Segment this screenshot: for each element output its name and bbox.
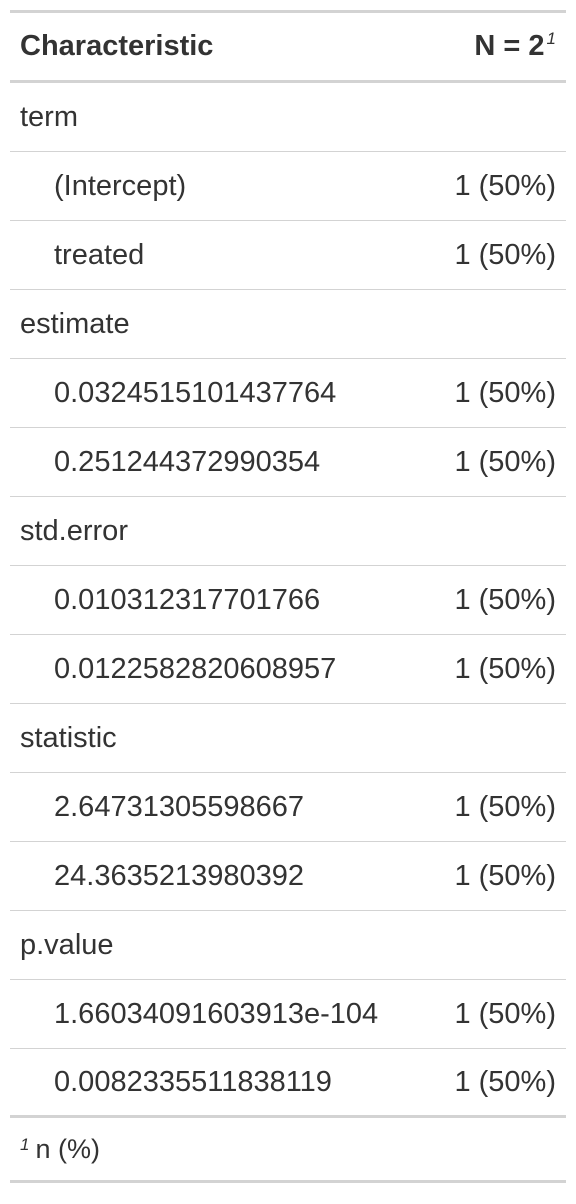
column-header-characteristic: Characteristic bbox=[20, 30, 214, 62]
row-label: 0.010312317701766 bbox=[54, 583, 321, 616]
row-label: statistic bbox=[20, 721, 117, 754]
row-value: 1 (50%) bbox=[454, 1065, 556, 1098]
row-value: 1 (50%) bbox=[454, 859, 556, 892]
row-value: 1 (50%) bbox=[454, 376, 556, 409]
row-label: 0.0122582820608957 bbox=[54, 652, 337, 685]
row-label: term bbox=[20, 100, 78, 133]
row-label: 24.3635213980392 bbox=[54, 859, 304, 892]
table-row: (Intercept) 1 (50%) bbox=[10, 152, 566, 221]
column-header-n-label: N = 2 bbox=[474, 30, 545, 62]
row-value: 1 (50%) bbox=[454, 238, 556, 271]
table-row: statistic bbox=[10, 704, 566, 773]
row-label: 2.64731305598667 bbox=[54, 790, 304, 823]
row-label: 0.0082335511838119 bbox=[54, 1065, 332, 1098]
table-row: 0.010312317701766 1 (50%) bbox=[10, 566, 566, 635]
table-row: estimate bbox=[10, 290, 566, 359]
table-row: 0.0324515101437764 1 (50%) bbox=[10, 359, 566, 428]
table-footnote: 1 n (%) bbox=[20, 1133, 100, 1164]
row-value: 1 (50%) bbox=[454, 445, 556, 478]
row-value: 1 (50%) bbox=[454, 583, 556, 616]
row-label: treated bbox=[54, 238, 145, 271]
row-value: 1 (50%) bbox=[454, 997, 556, 1030]
row-label: 1.66034091603913e-104 bbox=[54, 997, 379, 1030]
row-label: (Intercept) bbox=[54, 169, 187, 202]
table-row: treated 1 (50%) bbox=[10, 221, 566, 290]
table-row: 24.3635213980392 1 (50%) bbox=[10, 842, 566, 911]
footnote-text: n (%) bbox=[35, 1133, 100, 1164]
row-label: std.error bbox=[20, 514, 128, 547]
table-body: term (Intercept) 1 (50%) treated 1 (50%) e… bbox=[10, 83, 566, 1118]
table-row: 0.251244372990354 1 (50%) bbox=[10, 428, 566, 497]
row-label: 0.0324515101437764 bbox=[54, 376, 337, 409]
table-row: term bbox=[10, 83, 566, 152]
table-row: p.value bbox=[10, 911, 566, 980]
row-value: 1 (50%) bbox=[454, 652, 556, 685]
row-label: estimate bbox=[20, 307, 130, 340]
row-label: p.value bbox=[20, 928, 114, 961]
footnote-mark: 1 bbox=[546, 29, 556, 49]
table-row: 0.0082335511838119 1 (50%) bbox=[10, 1049, 566, 1118]
table-row: 1.66034091603913e-104 1 (50%) bbox=[10, 980, 566, 1049]
row-value: 1 (50%) bbox=[454, 790, 556, 823]
row-label: 0.251244372990354 bbox=[54, 445, 321, 478]
table-row: std.error bbox=[10, 497, 566, 566]
table-row: 0.0122582820608957 1 (50%) bbox=[10, 635, 566, 704]
table-row: 2.64731305598667 1 (50%) bbox=[10, 773, 566, 842]
row-value: 1 (50%) bbox=[454, 169, 556, 202]
